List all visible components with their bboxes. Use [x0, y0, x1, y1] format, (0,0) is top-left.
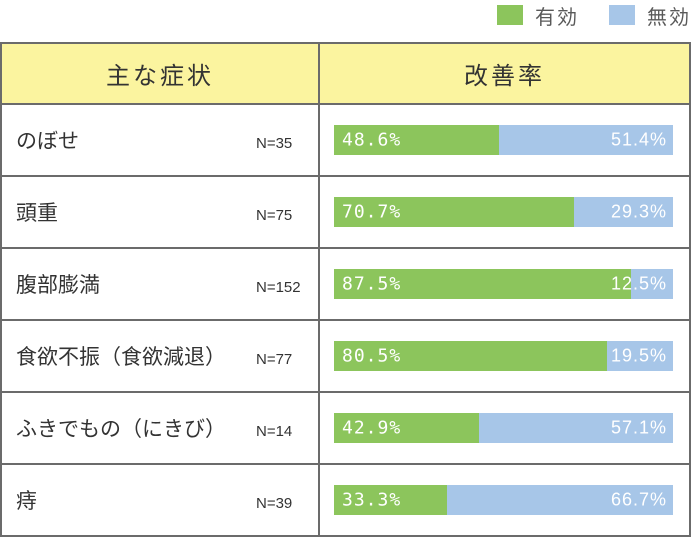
bar-segment-ineffective: [479, 413, 673, 443]
table-row: 腹部膨満 N=152 87.5% 12.5%: [0, 247, 691, 321]
data-label-ineffective: 29.3%: [610, 201, 667, 222]
stacked-bar: 33.3% 66.7%: [334, 485, 673, 515]
data-label-ineffective: 66.7%: [610, 489, 667, 510]
symptom-cell: のぼせ N=35: [0, 103, 320, 177]
legend: 有効 無効: [467, 0, 691, 30]
sample-size: N=77: [256, 350, 293, 368]
bar-cell: 33.3% 66.7%: [318, 463, 691, 537]
bar-cell: 42.9% 57.1%: [318, 391, 691, 465]
stacked-bar: 48.6% 51.4%: [334, 125, 673, 155]
bar-segment-effective: [334, 413, 480, 443]
legend-label-ineffective: 無効: [647, 4, 691, 29]
bar-segment-ineffective: [446, 485, 673, 515]
data-label-effective: 80.5%: [342, 345, 402, 367]
data-label-effective: 70.7%: [342, 201, 402, 223]
symptom-cell: 腹部膨満 N=152: [0, 247, 320, 321]
data-label-effective: 87.5%: [342, 273, 402, 295]
bar-segment-effective: [334, 125, 499, 155]
stacked-bar: 70.7% 29.3%: [334, 197, 673, 227]
sample-size: N=152: [256, 278, 301, 296]
table-row: 食欲不振（食欲減退） N=77 80.5% 19.5%: [0, 319, 691, 393]
symptom-name: 腹部膨満: [16, 273, 100, 297]
header-rate: 改善率: [318, 42, 691, 105]
bar-segment-ineffective: [498, 125, 673, 155]
bar-segment-effective: [334, 341, 607, 371]
symptom-cell: 食欲不振（食欲減退） N=77: [0, 319, 320, 393]
data-label-ineffective: 12.5%: [610, 273, 667, 294]
sample-size: N=75: [256, 206, 293, 224]
stacked-bar: 42.9% 57.1%: [334, 413, 673, 443]
sample-size: N=35: [256, 134, 293, 152]
improvement-table: 主な症状 改善率 のぼせ N=35 48.6% 51.4% 頭重 N=75 70.7% 29.…: [0, 42, 691, 537]
legend-item-ineffective: 無効: [609, 1, 691, 30]
stacked-bar: 80.5% 19.5%: [334, 341, 673, 371]
symptom-name: ふきでもの（にきび）: [16, 417, 226, 441]
legend-label-effective: 有効: [535, 4, 579, 29]
bar-segment-ineffective: [606, 341, 673, 371]
legend-swatch-effective: [497, 5, 523, 25]
bar-segment-ineffective: [630, 269, 673, 299]
legend-item-effective: 有効: [497, 1, 579, 30]
data-label-effective: 42.9%: [342, 417, 402, 439]
header-symptom: 主な症状: [0, 42, 320, 105]
symptom-name: 食欲不振（食欲減退）: [16, 345, 226, 369]
bar-cell: 48.6% 51.4%: [318, 103, 691, 177]
table-row: 頭重 N=75 70.7% 29.3%: [0, 175, 691, 249]
data-label-effective: 48.6%: [342, 129, 402, 151]
bar-segment-effective: [334, 269, 631, 299]
symptom-name: 頭重: [16, 201, 58, 225]
bar-cell: 87.5% 12.5%: [318, 247, 691, 321]
bar-segment-effective: [334, 197, 574, 227]
symptom-cell: 頭重 N=75: [0, 175, 320, 249]
table-row: のぼせ N=35 48.6% 51.4%: [0, 103, 691, 177]
sample-size: N=39: [256, 494, 293, 512]
table-row: ふきでもの（にきび） N=14 42.9% 57.1%: [0, 391, 691, 465]
symptom-name: のぼせ: [16, 129, 79, 153]
stacked-bar: 87.5% 12.5%: [334, 269, 673, 299]
data-label-ineffective: 51.4%: [610, 129, 667, 150]
table-row: 痔 N=39 33.3% 66.7%: [0, 463, 691, 537]
sample-size: N=14: [256, 422, 293, 440]
bar-cell: 70.7% 29.3%: [318, 175, 691, 249]
symptom-name: 痔: [16, 489, 37, 513]
data-label-effective: 33.3%: [342, 489, 402, 511]
legend-swatch-ineffective: [609, 5, 635, 25]
data-label-ineffective: 19.5%: [610, 345, 667, 366]
data-label-ineffective: 57.1%: [610, 417, 667, 438]
bar-segment-ineffective: [573, 197, 673, 227]
table-body: のぼせ N=35 48.6% 51.4% 頭重 N=75 70.7% 29.3% 腹部膨満 N=1…: [0, 103, 691, 537]
symptom-cell: ふきでもの（にきび） N=14: [0, 391, 320, 465]
bar-segment-effective: [334, 485, 447, 515]
table-header-row: 主な症状 改善率: [0, 42, 691, 105]
symptom-cell: 痔 N=39: [0, 463, 320, 537]
bar-cell: 80.5% 19.5%: [318, 319, 691, 393]
